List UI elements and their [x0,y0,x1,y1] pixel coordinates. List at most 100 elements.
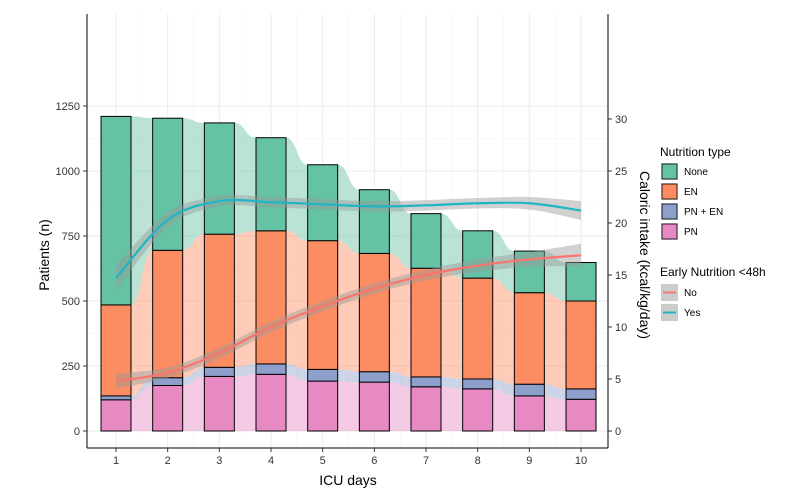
legend-key-pn [661,223,678,240]
flow-pn-en [389,371,412,387]
flow-pn [544,395,567,431]
x-tick-label: 6 [371,455,377,467]
flow-pn-en [234,363,257,377]
bar-pn-day-3 [203,375,235,432]
flow-pn-en [182,367,205,386]
alluvial-flows [131,116,567,431]
line-yes [115,198,582,279]
legend-label: PN + EN [684,207,723,218]
y-tick-label: 750 [62,231,80,243]
y2-tick-label: 10 [615,322,627,334]
bar-none-day-1 [100,115,132,306]
flow-none [234,122,257,235]
flow-pn [286,374,308,431]
x-tick-label: 5 [320,455,326,467]
x-tick-label: 10 [575,455,587,467]
bar-none-day-8 [462,230,494,279]
flow-none [337,164,360,254]
y2-axis-title: Caloric intake (kcal/kg/day) [637,171,653,339]
bar-none-day-5 [307,164,339,242]
flow-en [131,250,153,396]
bar-en-day-3 [203,233,235,368]
flow-pn-en [492,379,515,396]
bar-pn-en-day-10 [565,388,597,400]
x-tick-label: 3 [216,455,222,467]
bar-en-day-7 [410,267,442,378]
flow-en [286,230,308,370]
flow-en [441,268,463,379]
x-tick-label: 1 [113,455,119,467]
bar-pn-day-4 [255,373,287,432]
bar-pn-en-day-1 [100,395,132,401]
flow-none [182,118,205,251]
flow-pn [389,382,412,431]
bar-pn-day-6 [358,381,390,432]
flow-none [131,116,153,305]
bar-en-day-6 [358,252,390,373]
flow-pn [182,376,205,431]
bar-none-day-3 [203,122,235,235]
flow-pn-en [441,376,463,389]
y-tick-label: 500 [62,296,80,308]
flow-pn [492,388,515,431]
flow-en [389,253,412,377]
bar-pn-day-8 [462,388,494,432]
axes: 0 250 500 750 1000 1250 0 5 10 15 20 25 30 1 2 3 4 5 6 7 8 9 1… [56,14,627,467]
bar-pn-day-9 [513,395,545,432]
bar-pn-en-day-4 [255,363,287,375]
bar-pn-en-day-3 [203,366,235,377]
legend-label: PN [684,227,698,238]
x-tick-label: 7 [423,455,429,467]
y-tick-label: 0 [74,426,80,438]
x-tick-label: 2 [165,455,171,467]
y-tick-label: 250 [62,361,80,373]
x-tick-label: 4 [268,455,274,467]
flow-pn [234,374,257,431]
legend-key-none [661,163,678,180]
flow-en [544,292,567,389]
x-tick-label: 8 [475,455,481,467]
y-tick-label: 1250 [56,101,80,113]
bar-en-day-2 [152,249,184,379]
bar-pn-day-2 [152,385,184,432]
y2-tick-label: 20 [615,218,627,230]
y2-tick-label: 15 [615,270,627,282]
bar-pn-en-day-9 [513,383,545,397]
flow-en [182,234,205,378]
legend-label: EN [684,187,698,198]
flow-pn [441,386,463,431]
flow-pn-en [544,384,567,400]
bar-en-day-8 [462,277,494,380]
flow-none [544,251,567,301]
legend: Nutrition type Early Nutrition <48h None… [660,145,766,321]
y-tick-label: 1000 [56,166,80,178]
bar-none-day-4 [255,137,287,232]
flow-en [492,278,515,385]
flow-pn-en [337,369,360,383]
bar-en-day-9 [513,292,545,385]
flow-en [234,230,257,368]
flow-pn [131,385,153,431]
bar-pn-en-day-7 [410,376,442,388]
y2-tick-label: 30 [615,114,627,126]
legend-title-nutrition-type: Nutrition type [660,145,731,159]
bar-pn-en-day-5 [307,368,339,382]
flow-none [441,213,463,279]
flow-pn-en [131,377,153,400]
y2-tick-label: 0 [615,426,621,438]
bars [100,115,597,432]
legend-label: None [684,167,708,178]
legend-title-early-nutrition: Early Nutrition <48h [660,265,766,279]
x-tick-label: 9 [526,455,532,467]
legend-key-pn-en [661,203,678,220]
y2-tick-label: 5 [615,374,621,386]
bar-none-day-6 [358,189,390,254]
bar-pn-day-7 [410,386,442,432]
bar-none-day-7 [410,213,442,269]
bar-pn-en-day-6 [358,371,390,383]
bar-pn-day-10 [565,398,597,432]
bar-pn-en-day-8 [462,378,494,390]
bar-pn-day-5 [307,380,339,432]
smooth-lines [115,194,582,389]
legend-label: Yes [684,308,700,319]
